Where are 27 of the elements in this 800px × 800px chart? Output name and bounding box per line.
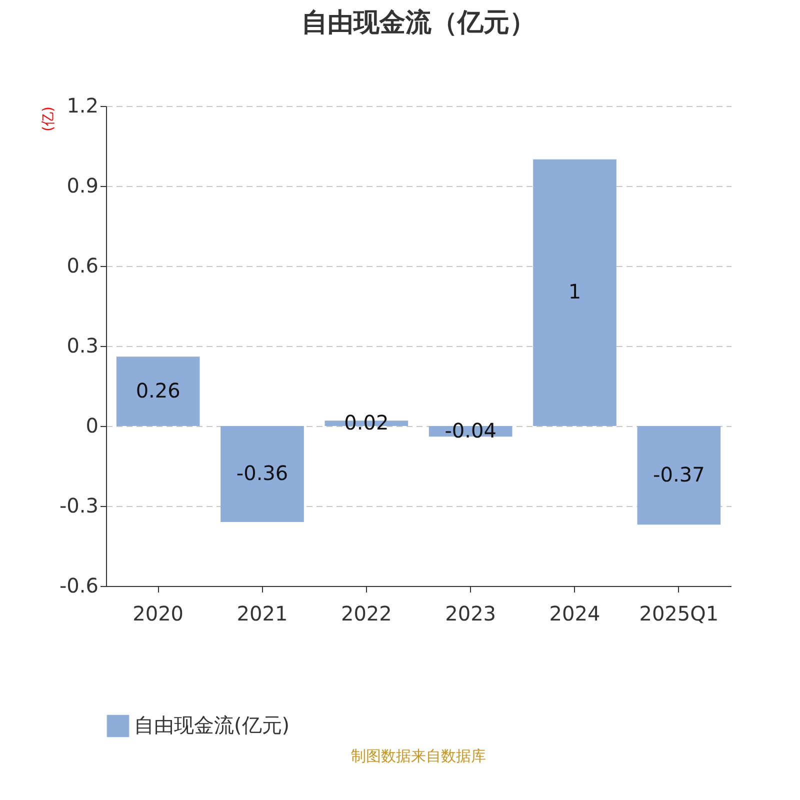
x-tick-label: 2021 <box>236 602 288 626</box>
bar <box>637 426 721 525</box>
x-tick-label: 2024 <box>549 602 600 626</box>
data-label: -0.04 <box>444 418 496 442</box>
y-tick-label: 0 <box>86 414 98 438</box>
bar <box>533 159 616 426</box>
x-tick-label: 2022 <box>340 602 392 626</box>
legend-label: 自由现金流(亿元) <box>134 713 290 737</box>
data-label: 0.02 <box>344 410 389 434</box>
x-tick-label: 2025Q1 <box>639 602 719 626</box>
data-label: -0.36 <box>236 461 288 485</box>
text: 制图数据来自数据库 <box>351 747 486 765</box>
y-axis-title: (亿) <box>40 106 56 132</box>
chart-title: 自由现金流（亿元） <box>302 8 536 38</box>
y-tick-label: 0.6 <box>66 254 98 278</box>
data-label: 0.26 <box>136 378 180 402</box>
y-tick-label: 0.3 <box>66 334 98 358</box>
data-label: 1 <box>568 280 582 304</box>
y-tick-label: -0.6 <box>59 574 98 598</box>
x-tick-label: 2023 <box>445 602 496 626</box>
bar <box>116 356 200 426</box>
x-tick-label: 2020 <box>132 602 184 626</box>
data-label: -0.37 <box>653 462 705 486</box>
y-tick-label: -0.3 <box>59 494 98 518</box>
y-tick-label: 0.9 <box>66 174 98 198</box>
y-tick-label: 1.2 <box>66 94 98 118</box>
bar <box>220 426 304 522</box>
